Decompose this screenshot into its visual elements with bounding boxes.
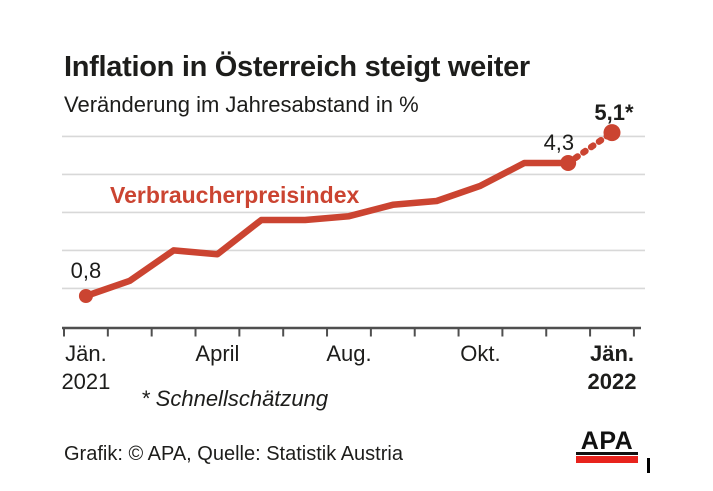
cpi-line [82, 159, 572, 300]
page-subtitle: Veränderung im Jahresabstand in % [64, 92, 419, 117]
page-title: Inflation in Österreich steigt weiter [64, 51, 530, 83]
apa-logo-text: APA [576, 429, 638, 455]
apa-logo: APA [576, 429, 638, 463]
data-point-dot [560, 155, 577, 171]
data-label: 5,1* [594, 100, 634, 125]
source-credit: Grafik: © APA, Quelle: Statistik Austria [64, 443, 403, 465]
cpi-forecast-segment [564, 129, 616, 167]
x-axis-label: Aug. [326, 341, 371, 366]
apa-logo-red-bar [576, 456, 638, 463]
data-label: 0,8 [71, 258, 102, 283]
x-axis-label: 2021 [61, 369, 110, 394]
x-axis-label: April [195, 341, 239, 366]
series-label: Verbraucherpreisindex [110, 182, 360, 208]
footnote-schnellschaetzung: * Schnellschätzung [141, 386, 329, 411]
data-point-dot [78, 289, 93, 303]
x-axis-label: Jän. [65, 341, 107, 366]
data-label: 4,3 [544, 130, 575, 155]
cursor-artifact [647, 458, 650, 473]
x-axis-label: Okt. [460, 341, 500, 366]
x-axis-label: Jän. [590, 341, 634, 366]
x-axis-label: 2022 [588, 369, 637, 394]
data-point-dot [603, 124, 621, 142]
